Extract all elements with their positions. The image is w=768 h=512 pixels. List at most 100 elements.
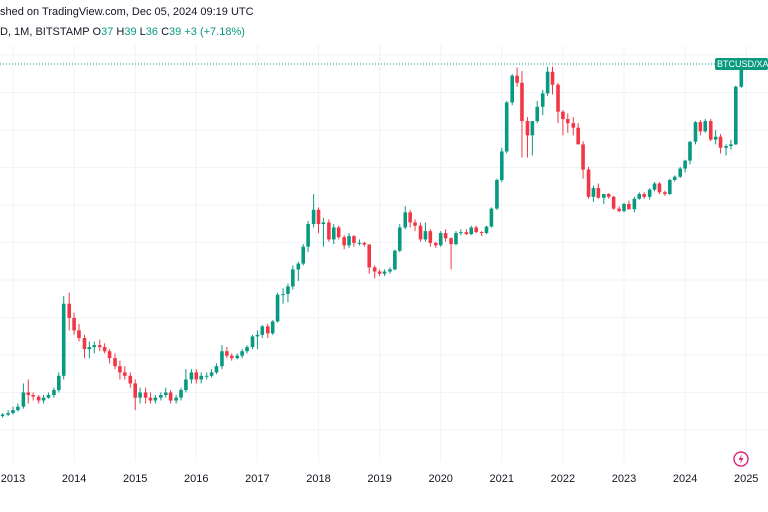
candle-body — [61, 303, 66, 376]
candle-body — [225, 351, 229, 356]
candle-body — [550, 71, 555, 85]
candle — [260, 325, 265, 339]
candle — [729, 139, 733, 150]
ohlc-open: O37 — [92, 26, 114, 38]
x-tick-label: 2017 — [245, 473, 269, 485]
candle-body — [530, 121, 535, 136]
candle-body — [393, 250, 397, 270]
candle — [46, 392, 51, 399]
candle-body — [199, 375, 203, 380]
candle-body — [418, 225, 423, 240]
candle-body — [301, 246, 306, 264]
candle-body — [632, 198, 637, 210]
candle — [382, 269, 387, 277]
candle — [77, 323, 81, 342]
candle — [240, 349, 244, 359]
ohlc-high: H39 — [116, 26, 137, 38]
candle — [123, 366, 127, 380]
candle-body — [214, 366, 219, 373]
candle-body — [291, 269, 295, 287]
candle — [443, 229, 448, 242]
candle-body — [194, 372, 199, 380]
candle-body — [240, 351, 244, 356]
published-caption: shed on TradingView.com, Dec 05, 2024 09… — [0, 6, 254, 18]
candle-body — [220, 351, 224, 367]
candle-body — [668, 180, 672, 195]
candle-body — [540, 93, 545, 107]
candle-body — [637, 194, 642, 199]
candle-body — [734, 86, 738, 145]
candle — [61, 296, 66, 380]
candle — [357, 239, 362, 246]
candle-body — [556, 84, 560, 112]
candle — [194, 369, 199, 384]
candle — [556, 82, 560, 124]
candle — [698, 120, 703, 136]
candle-body — [82, 338, 87, 350]
candle — [255, 330, 260, 350]
candle — [617, 206, 621, 213]
candle — [281, 288, 285, 304]
candles — [0, 64, 744, 418]
candle-body — [377, 271, 382, 274]
candle — [602, 194, 606, 204]
candle-body — [449, 238, 453, 245]
candle — [565, 113, 570, 133]
candle — [270, 320, 275, 335]
candle-body — [174, 397, 178, 401]
candle-body — [306, 224, 310, 247]
candle-body — [143, 392, 148, 398]
candle-body — [123, 372, 127, 376]
candle-body — [652, 183, 657, 190]
candle — [107, 349, 112, 364]
candle — [52, 387, 56, 398]
candle-body — [92, 345, 97, 348]
candle-body — [209, 372, 214, 376]
candle-body — [565, 119, 570, 124]
candle — [611, 195, 616, 210]
candle-body — [438, 233, 443, 246]
candle-body — [118, 366, 122, 373]
candle — [250, 334, 255, 350]
candle-body — [703, 121, 708, 132]
candle-body — [0, 414, 5, 417]
candle-body — [372, 267, 377, 272]
candle-body — [41, 397, 46, 401]
candle — [637, 192, 642, 200]
candle-body — [260, 326, 265, 335]
candle-body — [57, 375, 61, 391]
candle-body — [52, 390, 56, 396]
candle-body — [250, 336, 255, 348]
candle — [235, 353, 240, 360]
candle — [245, 345, 249, 354]
candle — [622, 202, 626, 213]
candle — [464, 229, 469, 236]
candle-body — [388, 269, 392, 272]
candle-body — [739, 68, 744, 87]
candle — [540, 89, 545, 116]
candle-body — [581, 144, 585, 170]
candle-body — [479, 232, 484, 234]
candle — [138, 387, 142, 404]
candle — [459, 229, 463, 236]
x-tick-label: 2023 — [612, 473, 636, 485]
candle — [632, 196, 637, 213]
candle-body — [229, 355, 234, 359]
candle — [683, 159, 687, 173]
candle-body — [357, 242, 362, 244]
candle-body — [469, 227, 474, 235]
candle-body — [596, 188, 601, 198]
candle — [596, 183, 601, 199]
candle-body — [698, 122, 703, 132]
candle — [434, 241, 438, 248]
candle — [102, 343, 107, 354]
candle — [6, 410, 10, 417]
price-tag-bg — [715, 58, 768, 70]
candle-body — [138, 392, 142, 398]
symbol-name: D, 1M, BITSTAMP — [0, 26, 90, 38]
candle — [627, 200, 631, 210]
candle-body — [46, 395, 51, 398]
candle-body — [113, 358, 117, 367]
candle-body — [510, 75, 514, 103]
